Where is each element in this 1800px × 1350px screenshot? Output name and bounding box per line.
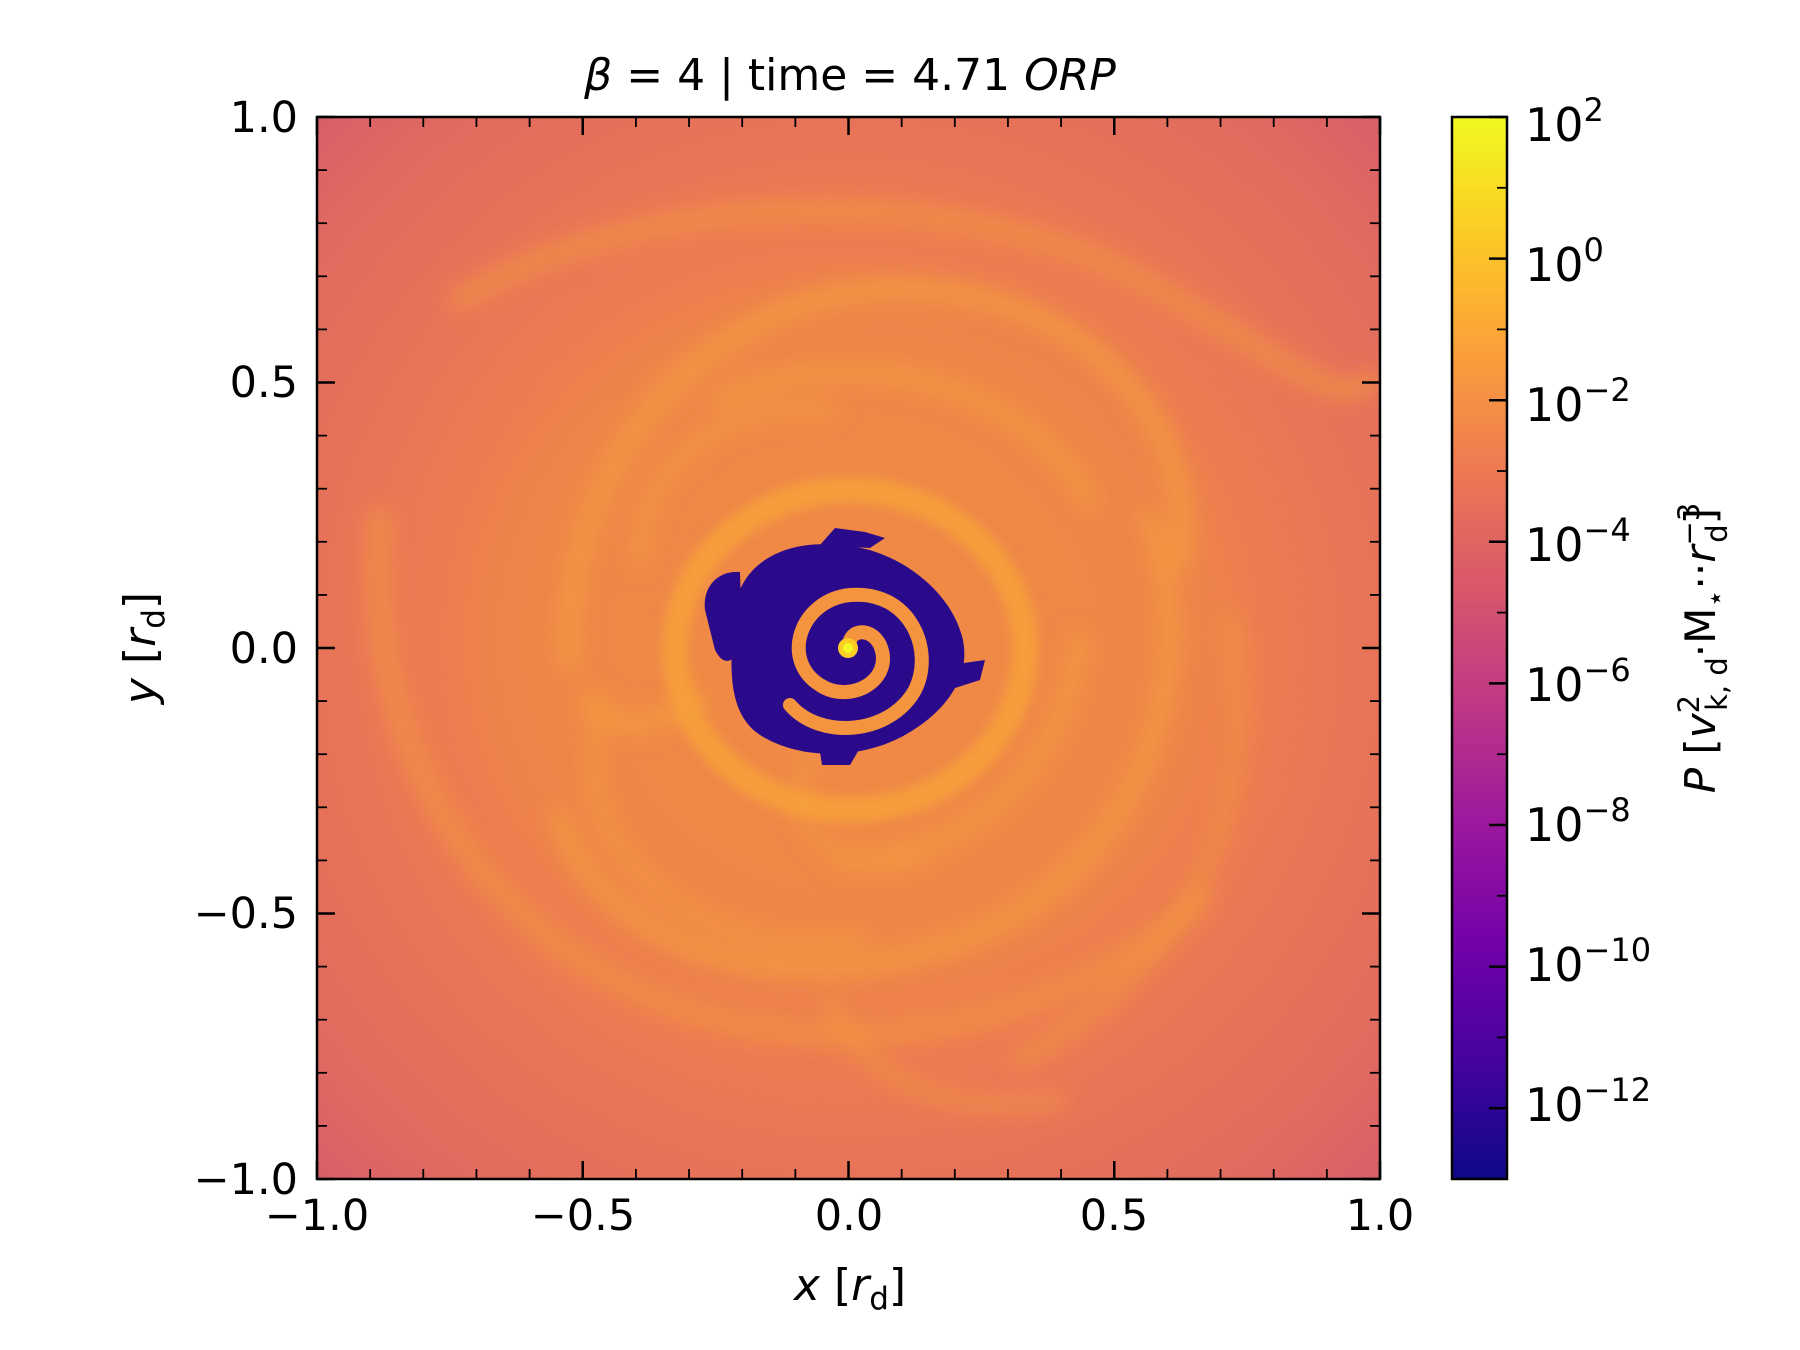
y-tick-label-3: 0.5 <box>230 358 298 408</box>
colorbar-ticks <box>1489 115 1507 1180</box>
cb-tick-label-4: 10−6 <box>1525 651 1631 712</box>
x-tick-label-1: −0.5 <box>531 1191 635 1241</box>
axis-ticks <box>315 115 1382 1181</box>
cb-tick-label-3: 10−4 <box>1525 511 1631 572</box>
y-tick-label-0: −1.0 <box>194 1155 298 1205</box>
cb-tick-label-2: 10−2 <box>1525 371 1631 432</box>
x-tick-label-0: −1.0 <box>265 1191 369 1241</box>
y-tick-label-1: −0.5 <box>194 889 298 939</box>
x-tick-label-3: 0.5 <box>1080 1191 1148 1241</box>
title-time-unit: ORP <box>1024 50 1116 101</box>
cb-tick-label-7: 10−12 <box>1525 1071 1651 1132</box>
cb-tick-label-1: 100 <box>1525 231 1604 292</box>
cb-tick-label-6: 10−10 <box>1525 931 1651 992</box>
y-axis-label: y [rd] <box>115 592 172 706</box>
title-beta-text: = 4 | time = 4.71 <box>612 50 1024 101</box>
central-peak <box>838 638 858 658</box>
y-tick-labels: −1.0 −0.5 0.0 0.5 1.0 <box>194 93 298 1205</box>
colorbar-label: P [v2k, d·M⋆··r−3d] <box>1672 503 1734 794</box>
x-tick-label-2: 0.0 <box>815 1191 883 1241</box>
inner-ring <box>662 477 1038 823</box>
colorbar-tick-labels: 102 100 10−2 10−4 10−6 10−8 10−10 10−12 <box>1525 91 1651 1132</box>
cb-tick-label-0: 102 <box>1525 91 1604 152</box>
y-tick-label-4: 1.0 <box>230 93 298 143</box>
inner-spiral <box>783 587 929 735</box>
chart-title: β = 4 | time = 4.71 ORP <box>583 50 1116 101</box>
x-axis-label: x [rd] <box>792 1260 906 1317</box>
x-tick-label-4: 1.0 <box>1346 1191 1414 1241</box>
y-tick-label-2: 0.0 <box>230 624 298 674</box>
spiral-arms <box>364 198 1380 1113</box>
cb-tick-label-5: 10−8 <box>1525 791 1631 852</box>
heatmap-image <box>317 117 1380 1179</box>
title-beta-symbol: β <box>583 50 612 101</box>
x-tick-labels: −1.0 −0.5 0.0 0.5 1.0 <box>265 1191 1414 1241</box>
colorbar <box>1450 115 1509 1181</box>
